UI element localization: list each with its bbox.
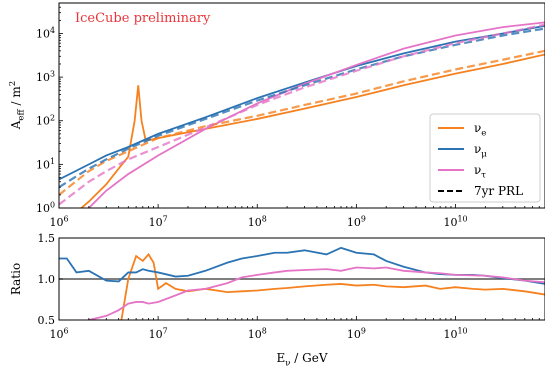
x-tick-label-top: 106​ — [49, 215, 68, 229]
x-tick-label-top: 109​ — [347, 215, 366, 229]
ratio-x-tick-label: 108​ — [248, 327, 267, 341]
legend-label-0: νe​ — [474, 121, 486, 139]
series-line-3 — [59, 49, 545, 196]
y-axis-label-ratio: Ratio — [9, 263, 23, 295]
y-tick-label: 102​ — [36, 113, 55, 127]
legend-label-2: ντ​ — [474, 163, 486, 181]
top-plot-area — [59, 21, 545, 208]
y-tick-label: 100​ — [36, 201, 55, 215]
x-tick-label-top: 1010​ — [443, 215, 467, 229]
effective-area-panel: 100​ 101​ 102​ 103​ 104​ 106​ 107​ 108​ 109​ 1010… — [36, 2, 545, 229]
ratio-x-tick-label: 109​ — [347, 327, 366, 341]
icecube-preliminary-label: IceCube preliminary — [75, 11, 211, 26]
legend-label-3: 7yr PRL — [474, 184, 523, 198]
legend: νe​ νμ​ ντ​ 7yr PRL — [429, 113, 541, 203]
ratio-line-2 — [86, 266, 545, 320]
x-axis-label-energy: Eν​ / GeV — [276, 351, 327, 369]
top-axes-frame — [58, 2, 545, 209]
ratio-x-tick-label: 1010​ — [443, 327, 467, 341]
ratio-y-tick-label: 0.5 — [38, 314, 56, 327]
x-tick-label-top: 107​ — [149, 215, 168, 229]
legend-frame — [429, 113, 541, 203]
ratio-y-tick-label: 1.0 — [38, 273, 56, 286]
ratio-line-0 — [120, 252, 545, 320]
ratio-x-tick-label: 107​ — [149, 327, 168, 341]
series-line-1 — [59, 24, 545, 181]
bottom-plot-area — [59, 246, 545, 320]
series-line-2 — [87, 21, 545, 208]
y-axis-label-aeff: Aeff​ / m2​ — [8, 81, 26, 130]
series-line-4 — [59, 27, 545, 189]
x-tick-label-top: 108​ — [248, 215, 267, 229]
legend-label-1: νμ​ — [474, 142, 487, 160]
ratio-y-tick-label: 1.5 — [38, 232, 56, 245]
ratio-x-tick-label: 106​ — [49, 327, 68, 341]
series-line-5 — [59, 23, 545, 206]
y-tick-label: 104​ — [36, 26, 55, 40]
y-tick-label: 101​ — [36, 157, 55, 171]
ratio-panel: 0.5 1.0 1.5 106​ 107​ 108​ 109​ 1010​ — [38, 232, 545, 341]
y-tick-label: 103​ — [36, 70, 55, 84]
